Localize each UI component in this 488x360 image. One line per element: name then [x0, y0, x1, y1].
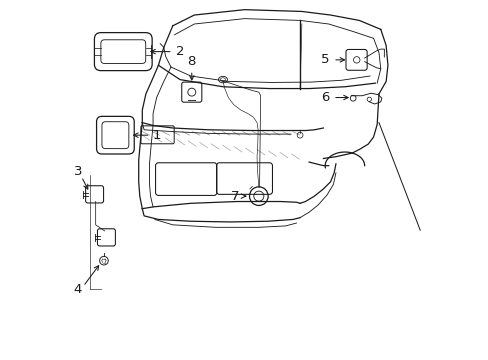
Text: 6: 6: [321, 91, 329, 104]
Text: 8: 8: [187, 55, 196, 68]
Text: 4: 4: [73, 283, 82, 296]
Text: 1: 1: [153, 129, 161, 142]
Text: 7: 7: [231, 190, 239, 203]
Text: 3: 3: [73, 165, 82, 177]
Text: 2: 2: [175, 45, 184, 58]
Text: 5: 5: [321, 53, 329, 66]
